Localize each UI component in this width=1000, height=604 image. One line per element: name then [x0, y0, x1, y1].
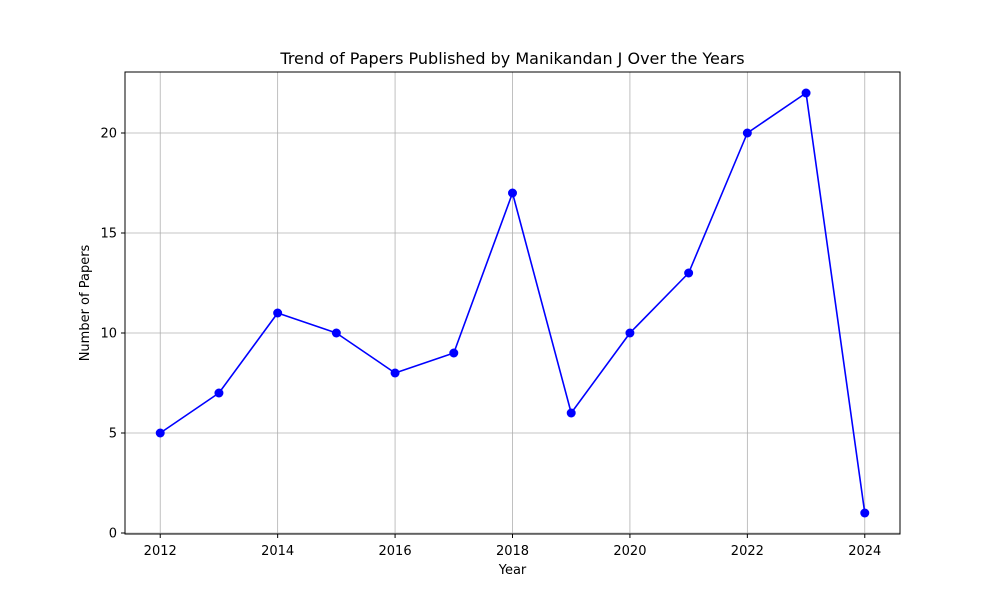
x-tick-label: 2014	[261, 544, 294, 559]
data-point	[742, 128, 752, 138]
data-point	[860, 508, 870, 518]
data-point	[566, 408, 576, 418]
y-tick-label: 10	[100, 327, 117, 342]
y-tick-label: 5	[109, 427, 117, 442]
data-point	[684, 268, 694, 278]
x-tick-label: 2018	[496, 544, 529, 559]
tick-labels: 2012 2014 2016 2018 2020 2022 2024 0 5 10 15 20	[100, 127, 881, 560]
x-axis-label: Year	[498, 563, 527, 578]
chart-title: Trend of Papers Published by Manikandan …	[279, 49, 744, 68]
y-tick-label: 15	[100, 227, 117, 242]
grid-lines	[125, 72, 900, 534]
y-tick-label: 20	[100, 127, 117, 142]
series-markers	[155, 88, 870, 518]
x-tick-label: 2022	[731, 544, 764, 559]
data-point	[331, 328, 341, 338]
x-tick-label: 2024	[848, 544, 881, 559]
data-point	[273, 308, 283, 318]
data-point	[801, 88, 811, 98]
y-tick-label: 0	[109, 527, 117, 542]
x-tick-label: 2012	[144, 544, 177, 559]
x-tick-label: 2020	[613, 544, 646, 559]
data-point	[390, 368, 400, 378]
data-point	[625, 328, 635, 338]
x-tick-label: 2016	[379, 544, 412, 559]
data-point	[155, 428, 165, 438]
data-point	[449, 348, 459, 358]
data-point	[508, 188, 517, 198]
data-point	[214, 388, 224, 398]
y-axis-label: Number of Papers	[78, 244, 93, 361]
axes	[121, 71, 901, 538]
